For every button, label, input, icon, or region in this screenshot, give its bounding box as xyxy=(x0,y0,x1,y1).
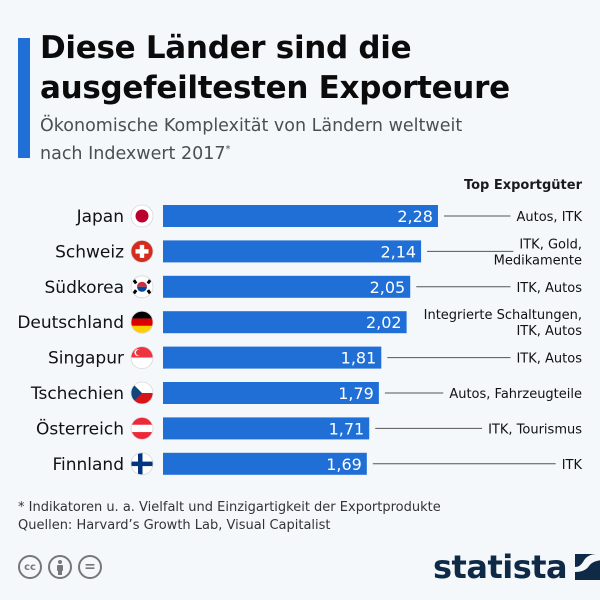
export-goods-label: ITK, Tourismus xyxy=(488,422,582,437)
title-accent-bar xyxy=(18,38,30,158)
value-label: 1,79 xyxy=(338,384,374,403)
finland-flag-icon xyxy=(130,452,154,476)
value-label: 2,05 xyxy=(370,278,406,297)
export-goods-label: ITK xyxy=(562,458,583,473)
germany-flag-icon xyxy=(130,310,154,334)
switzerland-flag-icon xyxy=(130,239,154,263)
chart-title: Diese Länder sind die ausgefeiltesten Ex… xyxy=(40,28,600,108)
export-goods-label: ITK, Autos xyxy=(516,352,582,367)
export-goods-label: ITK, Autos xyxy=(516,281,582,296)
bar[interactable] xyxy=(163,382,379,404)
category-label: Südkorea xyxy=(45,278,125,298)
by-icon[interactable] xyxy=(48,555,72,579)
category-label: Finnland xyxy=(52,455,124,475)
export-goods-label: Integrierte Schaltungen, xyxy=(424,308,582,323)
value-label: 2,02 xyxy=(366,313,402,332)
export-goods-label: ITK, Gold, xyxy=(519,237,582,252)
austria-flag-icon xyxy=(130,416,154,440)
annotation-column-header: Top Exportgüter xyxy=(463,178,582,193)
title-line-2: ausgefeiltesten Exporteure xyxy=(40,70,510,106)
category-label: Japan xyxy=(76,207,124,227)
subtitle-line-1: Ökonomische Komplexität von Ländern welt… xyxy=(40,116,463,136)
bar[interactable] xyxy=(163,452,367,475)
bar[interactable] xyxy=(163,346,382,369)
category-label: Deutschland xyxy=(17,313,124,333)
category-label: Schweiz xyxy=(55,242,124,262)
japan-flag-icon xyxy=(130,204,154,228)
bar[interactable] xyxy=(163,240,422,263)
value-label: 1,69 xyxy=(326,455,362,474)
south-korea-flag-icon xyxy=(130,275,154,299)
title-line-1: Diese Länder sind die xyxy=(40,30,412,66)
export-goods-label: Autos, Fahrzeugteile xyxy=(449,387,582,402)
export-goods-label: Medikamente xyxy=(494,253,582,268)
license-icons: cc = xyxy=(18,555,102,579)
export-goods-label: Autos, ITK xyxy=(516,210,582,225)
singapore-flag-icon xyxy=(130,346,154,370)
value-label: 2,28 xyxy=(397,207,433,226)
logo-text: statista xyxy=(433,548,568,586)
footnote-sources: Quellen: Harvard’s Growth Lab, Visual Ca… xyxy=(18,518,331,533)
value-label: 1,71 xyxy=(329,419,365,438)
value-label: 1,81 xyxy=(341,349,377,368)
subtitle-line-2: nach Indexwert 2017* xyxy=(40,138,600,166)
category-label: Tschechien xyxy=(30,384,124,404)
export-goods-label: ITK, Autos xyxy=(516,324,582,339)
chart-subtitle: Ökonomische Komplexität von Ländern welt… xyxy=(40,114,600,166)
category-label: Österreich xyxy=(36,417,124,439)
bar[interactable] xyxy=(163,417,370,440)
bar[interactable] xyxy=(163,205,438,227)
czech-flag-icon xyxy=(130,381,154,405)
footnote: * Indikatoren u. a. Vielfalt und Einziga… xyxy=(18,499,441,535)
footnote-note: * Indikatoren u. a. Vielfalt und Einziga… xyxy=(18,500,441,515)
footnote-marker: * xyxy=(225,144,231,155)
value-label: 2,14 xyxy=(380,242,416,261)
bar[interactable] xyxy=(163,275,411,298)
subtitle-text: nach Indexwert 2017 xyxy=(40,143,226,164)
bar[interactable] xyxy=(163,311,407,334)
statista-logo[interactable]: statista xyxy=(433,548,600,586)
category-label: Singapur xyxy=(48,349,124,369)
statista-logo-icon xyxy=(575,554,600,580)
nd-icon[interactable]: = xyxy=(78,555,102,579)
cc-icon[interactable]: cc xyxy=(18,555,42,579)
